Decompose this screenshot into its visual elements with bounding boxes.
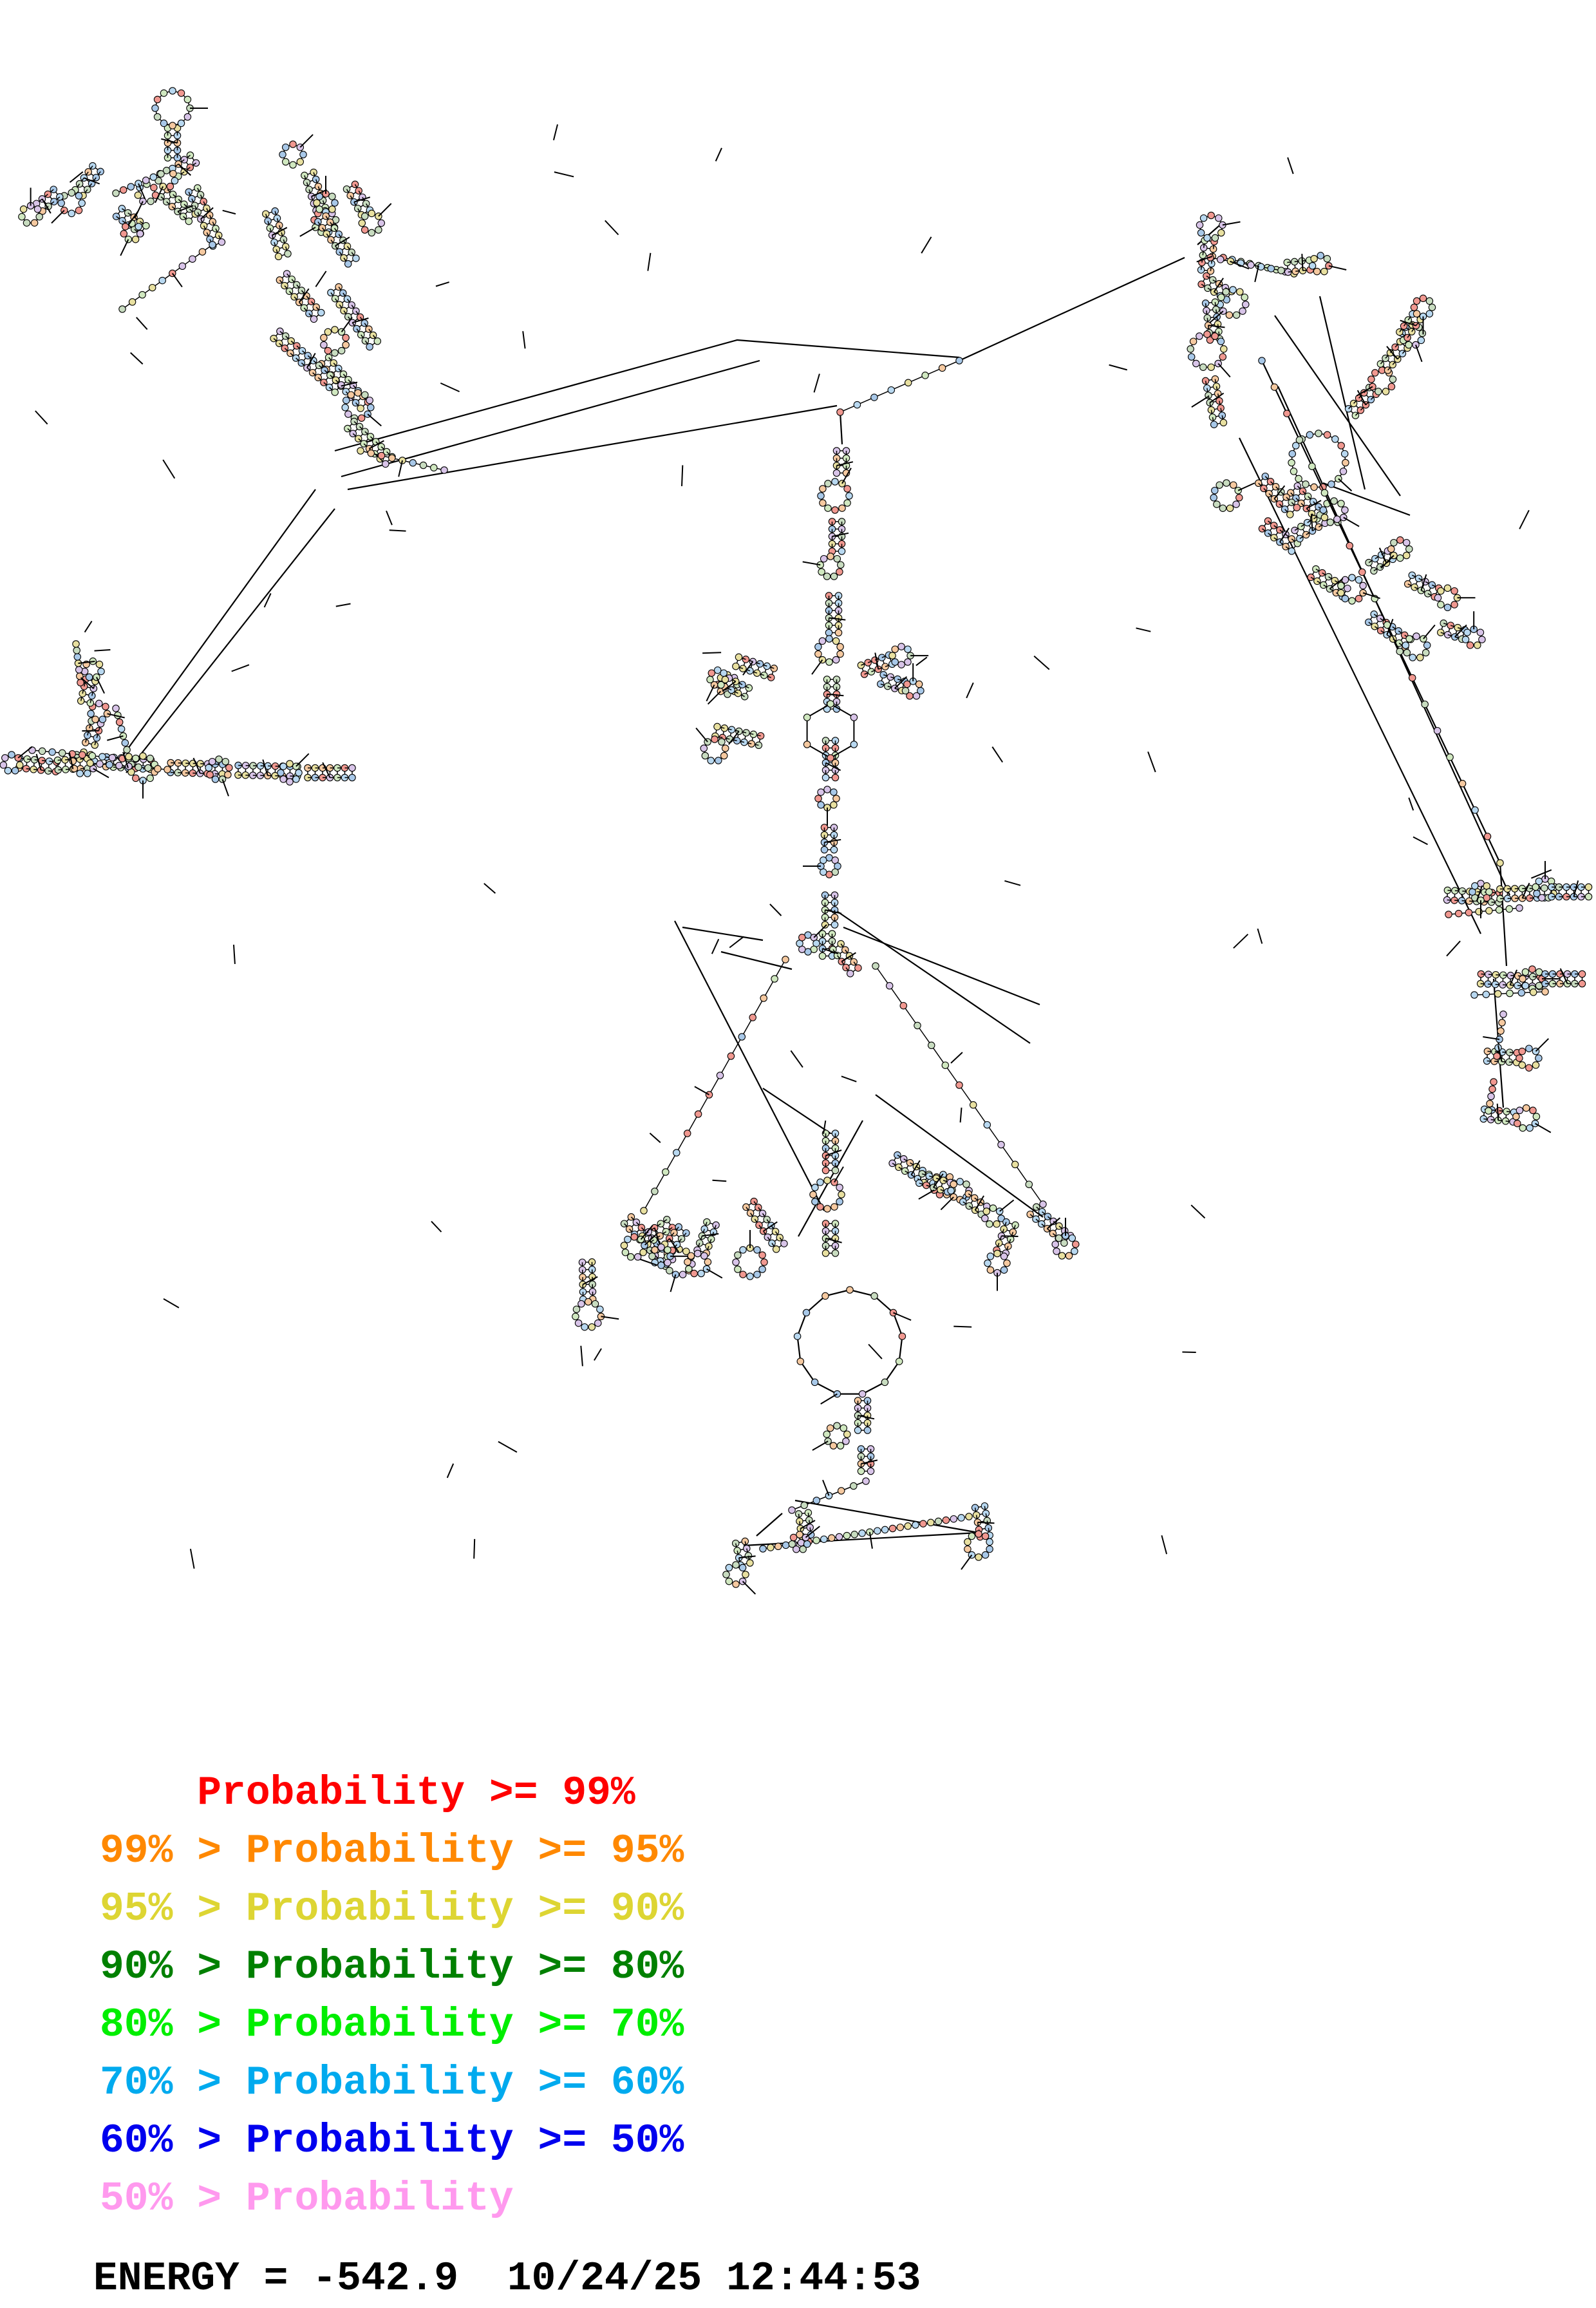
legend-row-p60: 70% > Probability >= 60% [0, 2054, 1596, 2112]
legend-row-p99: Probability >= 99% [0, 1764, 1596, 1822]
legend-block: Probability >= 99% 99% > Probability >= … [0, 1764, 1596, 2308]
legend-row-p90: 95% > Probability >= 90% [0, 1880, 1596, 1938]
legend-row-p70: 80% > Probability >= 70% [0, 1996, 1596, 2054]
rna-secondary-structure-plot [0, 0, 1596, 1674]
legend-row-plow: 50% > Probability [0, 2170, 1596, 2228]
legend-row-p50: 60% > Probability >= 50% [0, 2112, 1596, 2170]
legend-row-p80: 90% > Probability >= 80% [0, 1938, 1596, 1996]
legend-row-p95: 99% > Probability >= 95% [0, 1822, 1596, 1880]
plot-background [0, 0, 1596, 1674]
